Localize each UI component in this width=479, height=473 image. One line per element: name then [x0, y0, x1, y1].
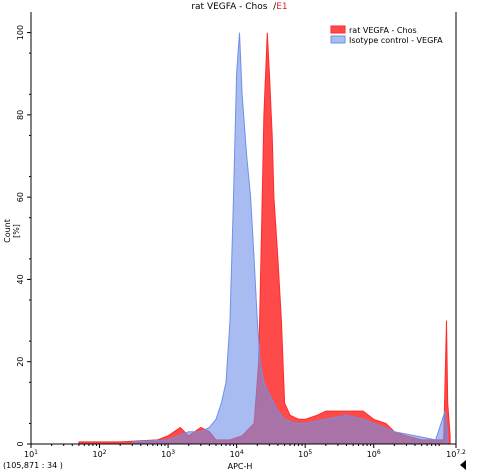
chart-title-gate: E1: [276, 2, 288, 12]
collapse-arrow-icon[interactable]: [460, 460, 466, 470]
y-tick-label: 20: [16, 357, 25, 367]
y-tick-label: 40: [16, 274, 25, 284]
legend-label-2: Isotype control - VEGFA: [349, 36, 443, 45]
series-area-2: [131, 32, 449, 445]
y-tick-label: 80: [16, 110, 25, 120]
x-tick-label: 101: [24, 449, 38, 459]
x-tick-label: 105: [298, 449, 312, 459]
chart-title-separator: /: [270, 2, 277, 12]
y-axis-label: Count [%]: [3, 219, 21, 243]
legend-label-1: rat VEGFA - Chos: [349, 26, 417, 35]
cursor-coordinates: (105,871 : 34 ): [3, 461, 63, 470]
x-tick-label: 103: [161, 449, 175, 459]
y-tick-label: 60: [16, 192, 25, 202]
y-tick-label: 100: [16, 25, 25, 40]
legend-swatch-2: [330, 35, 346, 44]
x-tick-label: 107.2: [446, 449, 466, 459]
legend-swatch-1: [330, 25, 346, 34]
chart-title-text: rat VEGFA - Chos: [191, 2, 268, 12]
x-tick-label: 104: [230, 449, 244, 459]
x-tick-label: 102: [93, 449, 107, 459]
x-tick-label: 106: [367, 449, 381, 459]
x-axis-label: APC-H: [227, 462, 253, 471]
chart-title: rat VEGFA - Chos /E1: [0, 2, 479, 12]
y-tick-label: 0: [16, 441, 25, 446]
